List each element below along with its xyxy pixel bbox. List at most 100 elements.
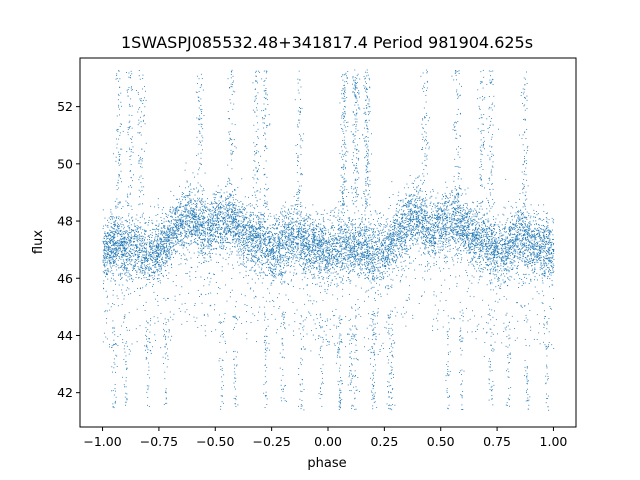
- data-point: [329, 219, 331, 221]
- data-point: [380, 224, 382, 226]
- data-point: [310, 249, 312, 251]
- data-point: [121, 224, 123, 226]
- data-point: [509, 226, 511, 227]
- data-point: [190, 231, 191, 233]
- data-point: [339, 266, 341, 268]
- data-point: [177, 206, 179, 208]
- data-point: [463, 218, 465, 220]
- data-point: [238, 239, 240, 241]
- data-point: [234, 226, 236, 228]
- data-point: [537, 279, 538, 281]
- data-point: [215, 220, 217, 222]
- data-point: [279, 248, 280, 250]
- data-point: [398, 254, 400, 256]
- data-point: [370, 263, 372, 265]
- data-point: [431, 195, 433, 197]
- data-point: [532, 259, 534, 261]
- data-point: [533, 246, 535, 248]
- data-point: [403, 234, 405, 236]
- data-point: [251, 235, 253, 237]
- data-point: [328, 262, 330, 264]
- data-point: [349, 260, 351, 262]
- data-point: [460, 233, 462, 235]
- data-point: [489, 273, 491, 275]
- data-point: [191, 191, 193, 193]
- data-point: [548, 248, 550, 250]
- data-point: [318, 259, 320, 261]
- data-point: [466, 227, 468, 229]
- data-point: [183, 207, 185, 209]
- data-point: [243, 229, 245, 231]
- data-point: [345, 224, 347, 226]
- data-point: [384, 246, 386, 248]
- data-point: [249, 237, 251, 239]
- data-point: [522, 258, 524, 260]
- data-point: [442, 209, 444, 211]
- data-point: [182, 244, 184, 246]
- data-point: [390, 246, 392, 248]
- data-point: [364, 262, 366, 264]
- data-point: [225, 218, 227, 220]
- data-point: [472, 258, 474, 260]
- data-point: [524, 231, 526, 232]
- data-point: [450, 191, 452, 193]
- data-point: [316, 256, 318, 258]
- data-point: [128, 232, 130, 234]
- data-point: [103, 241, 105, 243]
- data-point: [460, 188, 462, 190]
- data-point: [438, 249, 440, 251]
- data-point: [345, 235, 347, 237]
- data-point: [334, 271, 336, 273]
- data-point: [501, 235, 503, 237]
- data-point: [538, 274, 540, 276]
- data-point: [484, 229, 485, 231]
- data-point: [103, 256, 105, 258]
- data-point: [386, 248, 388, 250]
- data-point: [317, 250, 319, 251]
- data-point: [301, 272, 303, 274]
- data-point: [237, 209, 239, 210]
- data-point: [166, 251, 168, 253]
- data-point: [328, 257, 330, 259]
- data-point: [517, 253, 519, 255]
- data-point: [265, 231, 267, 233]
- data-points: [102, 69, 555, 411]
- data-point: [325, 267, 327, 269]
- data-point: [207, 203, 209, 204]
- data-point: [531, 247, 533, 249]
- data-point: [213, 226, 215, 228]
- data-point: [505, 255, 507, 257]
- data-point: [273, 251, 275, 253]
- data-point: [547, 244, 549, 245]
- data-point: [168, 249, 170, 251]
- data-point: [363, 259, 365, 261]
- data-point: [326, 252, 328, 254]
- data-point: [393, 247, 394, 249]
- data-point: [342, 264, 343, 266]
- data-point: [272, 272, 274, 274]
- data-point: [195, 238, 197, 239]
- data-point: [488, 240, 490, 242]
- data-point: [271, 282, 273, 284]
- data-point: [362, 264, 363, 266]
- data-point: [423, 242, 425, 244]
- data-point: [508, 200, 510, 202]
- data-point: [228, 230, 230, 232]
- data-point: [134, 265, 136, 267]
- data-point: [470, 208, 472, 210]
- data-point: [315, 260, 317, 262]
- data-point: [418, 222, 420, 224]
- data-point: [277, 236, 279, 238]
- data-point: [260, 227, 262, 229]
- data-point: [445, 224, 447, 226]
- data-point: [418, 198, 420, 199]
- data-point: [227, 263, 229, 265]
- data-point: [117, 217, 119, 219]
- data-point: [200, 234, 202, 236]
- data-point: [419, 203, 421, 205]
- data-point: [442, 229, 444, 231]
- data-point: [473, 257, 475, 259]
- data-point: [162, 248, 164, 250]
- data-point: [476, 252, 477, 254]
